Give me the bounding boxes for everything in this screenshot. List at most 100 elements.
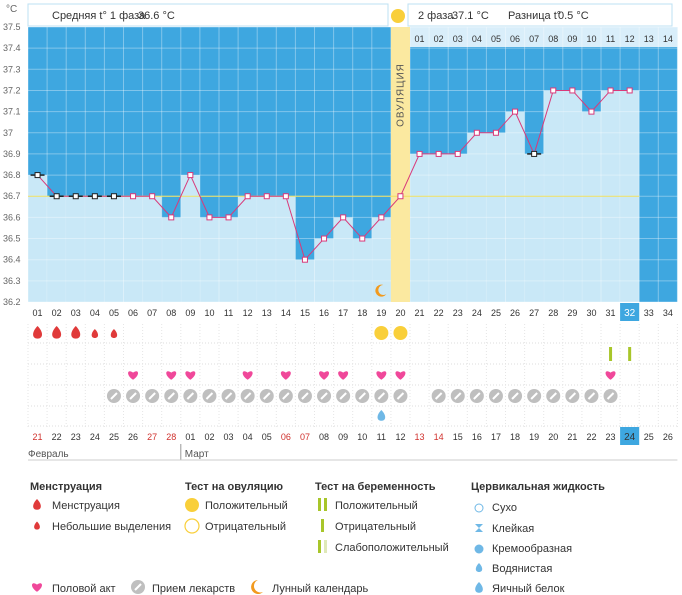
temperature-bar xyxy=(47,196,67,302)
x-tick-label: 22 xyxy=(434,308,444,318)
date-label: 03 xyxy=(224,432,234,442)
x-tick-label: 14 xyxy=(281,308,291,318)
legend-pregtest-negative-icon xyxy=(321,519,324,532)
temperature-point xyxy=(473,129,480,136)
moon-icon xyxy=(375,284,387,297)
legend-pregtest-positive-icon xyxy=(318,498,321,511)
pregnancy-test-positive-icon xyxy=(609,347,613,361)
temperature-bar xyxy=(104,196,124,302)
legend-cervical-sticky-label: Клейкая xyxy=(492,523,534,535)
x-tick-label: 19 xyxy=(376,308,386,318)
temperature-point xyxy=(321,235,328,242)
date-label: 25 xyxy=(109,432,119,442)
temperature-bar xyxy=(257,196,277,302)
medication-pill-icon-stripe xyxy=(167,392,175,400)
temperature-point xyxy=(340,214,347,221)
ovulation-test-positive-icon xyxy=(374,326,389,340)
current-day-highlight xyxy=(620,303,640,321)
x-tick-label: 11 xyxy=(224,308,233,318)
phase2-day-row xyxy=(410,27,678,47)
date-label: 27 xyxy=(147,432,157,442)
medication-pill-icon-stripe xyxy=(282,392,290,400)
medication-pill-icon-stripe xyxy=(454,392,462,400)
temperature-bar xyxy=(410,153,430,302)
temperature-bar xyxy=(429,153,449,302)
temperature-series xyxy=(30,87,633,297)
excluded-point xyxy=(53,193,60,200)
medication-pill-icon-stripe xyxy=(568,392,577,400)
y-tick-label: 36.8 xyxy=(3,170,21,180)
temperature-point xyxy=(301,256,308,263)
x-tick-label: 09 xyxy=(185,308,195,318)
intercourse-heart-icon xyxy=(185,371,196,380)
intercourse-heart-icon xyxy=(166,371,177,380)
x-tick-label: 05 xyxy=(109,308,119,318)
x-tick-label: 07 xyxy=(147,308,157,318)
phase2-day-labels: 01 02 03 04 05 06 07 08 09 10 11 12 13 14 xyxy=(415,34,673,44)
phase2-day-label: 01 xyxy=(415,34,425,44)
x-tick-label: 08 xyxy=(166,308,176,318)
date-label: 18 xyxy=(510,432,520,442)
temperature-point xyxy=(244,193,251,200)
phase2-day-label: 07 xyxy=(529,34,539,44)
month-label: Февраль xyxy=(28,449,69,460)
date-label: 28 xyxy=(166,432,176,442)
medication-pill-icon-stripe xyxy=(263,392,271,400)
temperature-point xyxy=(588,108,595,115)
y-tick-label: 36.7 xyxy=(3,191,21,201)
legend-menstruation-title: Менструация xyxy=(30,481,102,493)
temperature-bar xyxy=(295,259,315,302)
y-tick-label: 36.3 xyxy=(3,276,21,286)
medication-pill-icon-stripe xyxy=(473,392,481,400)
temperature-point xyxy=(225,214,232,221)
legend-cervical-title: Цервикальная жидкость xyxy=(471,481,605,493)
medication-pill-icon-stripe xyxy=(243,392,252,400)
legend-cervical-dry-label: Сухо xyxy=(492,502,517,514)
legend-cervical-eggwhite-label: Яичный белок xyxy=(492,583,565,595)
legend-cervical-creamy-label: Кремообразная xyxy=(492,543,572,555)
temperature-bar xyxy=(238,196,258,302)
phase2-day-label: 03 xyxy=(453,34,463,44)
legend-menstruation-icon xyxy=(33,499,41,510)
cervical-watery-icon xyxy=(377,410,386,421)
date-label: 11 xyxy=(377,432,386,442)
spotting-drop-icon xyxy=(110,329,118,338)
intercourse-heart-icon xyxy=(319,371,330,380)
phase2-day-label: 14 xyxy=(663,34,673,44)
legend-ovtest-positive-icon xyxy=(185,498,199,512)
calendar-date-labels: 21 22 23 24 25 26 27 28 01 02 03 04 05 06 07 08 09 10 11 12… xyxy=(28,427,678,461)
y-tick-label: 36.6 xyxy=(3,212,21,222)
phase2-day-label: 13 xyxy=(644,34,654,44)
medication-pill-icon-stripe xyxy=(530,392,538,400)
date-label: 24 xyxy=(624,432,636,443)
temperature-point xyxy=(512,108,519,115)
current-date-highlight xyxy=(620,427,640,445)
legend-moon-label: Лунный календарь xyxy=(272,583,369,595)
excluded-point xyxy=(110,193,117,200)
diff-value: 0.5 °C xyxy=(558,10,589,22)
phase1-value: 36.6 °C xyxy=(138,10,175,22)
medication-pill-icon-stripe xyxy=(186,392,195,400)
temperature-bar xyxy=(467,132,487,302)
temperature-bar xyxy=(123,196,143,302)
menstruation-drop-icon xyxy=(71,326,81,339)
temperature-bar xyxy=(161,217,181,302)
legend-spotting-icon xyxy=(34,521,40,530)
date-label: 25 xyxy=(644,432,654,442)
temperature-point xyxy=(454,150,461,157)
month-label: Март xyxy=(185,449,209,460)
phase2-day-label: 06 xyxy=(510,34,520,44)
temperature-bar xyxy=(199,217,219,302)
excluded-point xyxy=(34,172,41,179)
temperature-point xyxy=(378,214,385,221)
legend-ovtest-title: Тест на овуляцию xyxy=(185,481,283,493)
intercourse-heart-icon xyxy=(242,371,253,380)
legend-cervical-dry-icon xyxy=(474,503,484,513)
medication-pill-icon-stripe xyxy=(358,392,366,400)
date-label: 23 xyxy=(606,432,616,442)
temperature-point xyxy=(263,193,270,200)
legend-moon-icon xyxy=(251,580,263,594)
y-tick-label: 36.2 xyxy=(3,297,21,307)
date-label: 20 xyxy=(548,432,558,442)
legend-pregtest-positive-icon-2 xyxy=(324,498,327,511)
